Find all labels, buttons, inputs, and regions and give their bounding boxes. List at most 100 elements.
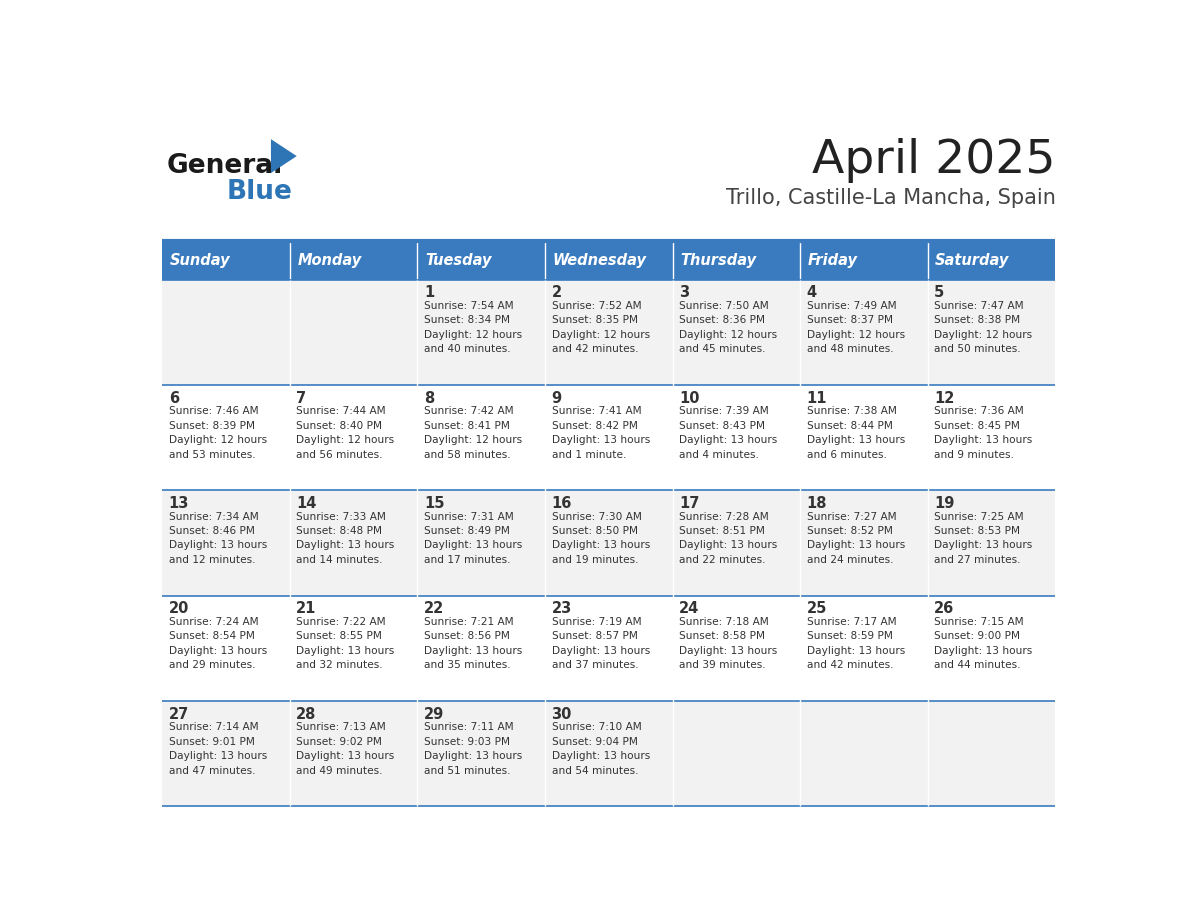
FancyBboxPatch shape xyxy=(290,386,417,490)
FancyBboxPatch shape xyxy=(417,701,545,806)
Text: 26: 26 xyxy=(934,601,954,616)
FancyBboxPatch shape xyxy=(801,701,928,806)
FancyBboxPatch shape xyxy=(545,386,672,490)
Text: 22: 22 xyxy=(424,601,444,616)
Text: Sunrise: 7:27 AM
Sunset: 8:52 PM
Daylight: 13 hours
and 24 minutes.: Sunrise: 7:27 AM Sunset: 8:52 PM Dayligh… xyxy=(807,511,905,565)
Text: Sunrise: 7:31 AM
Sunset: 8:49 PM
Daylight: 13 hours
and 17 minutes.: Sunrise: 7:31 AM Sunset: 8:49 PM Dayligh… xyxy=(424,511,523,565)
Text: Sunrise: 7:50 AM
Sunset: 8:36 PM
Daylight: 12 hours
and 45 minutes.: Sunrise: 7:50 AM Sunset: 8:36 PM Dayligh… xyxy=(680,301,777,354)
Text: Sunday: Sunday xyxy=(170,252,230,268)
FancyBboxPatch shape xyxy=(417,596,545,701)
Text: 10: 10 xyxy=(680,391,700,406)
Text: 28: 28 xyxy=(296,707,317,722)
FancyBboxPatch shape xyxy=(163,596,290,701)
Text: Sunrise: 7:52 AM
Sunset: 8:35 PM
Daylight: 12 hours
and 42 minutes.: Sunrise: 7:52 AM Sunset: 8:35 PM Dayligh… xyxy=(551,301,650,354)
FancyBboxPatch shape xyxy=(163,386,290,490)
Text: 11: 11 xyxy=(807,391,827,406)
Text: Sunrise: 7:33 AM
Sunset: 8:48 PM
Daylight: 13 hours
and 14 minutes.: Sunrise: 7:33 AM Sunset: 8:48 PM Dayligh… xyxy=(296,511,394,565)
Text: Sunrise: 7:41 AM
Sunset: 8:42 PM
Daylight: 13 hours
and 1 minute.: Sunrise: 7:41 AM Sunset: 8:42 PM Dayligh… xyxy=(551,407,650,460)
Text: 29: 29 xyxy=(424,707,444,722)
FancyBboxPatch shape xyxy=(801,596,928,701)
Text: 5: 5 xyxy=(934,285,944,300)
Text: General: General xyxy=(166,152,283,179)
FancyBboxPatch shape xyxy=(290,596,417,701)
FancyBboxPatch shape xyxy=(163,490,290,596)
Text: 27: 27 xyxy=(169,707,189,722)
Text: Sunrise: 7:15 AM
Sunset: 9:00 PM
Daylight: 13 hours
and 44 minutes.: Sunrise: 7:15 AM Sunset: 9:00 PM Dayligh… xyxy=(934,617,1032,670)
Text: Thursday: Thursday xyxy=(680,252,756,268)
Text: Sunrise: 7:42 AM
Sunset: 8:41 PM
Daylight: 12 hours
and 58 minutes.: Sunrise: 7:42 AM Sunset: 8:41 PM Dayligh… xyxy=(424,407,522,460)
Text: 21: 21 xyxy=(296,601,317,616)
FancyBboxPatch shape xyxy=(801,241,928,280)
Text: Wednesday: Wednesday xyxy=(552,252,646,268)
Text: 17: 17 xyxy=(680,496,700,511)
Text: Sunrise: 7:54 AM
Sunset: 8:34 PM
Daylight: 12 hours
and 40 minutes.: Sunrise: 7:54 AM Sunset: 8:34 PM Dayligh… xyxy=(424,301,522,354)
FancyBboxPatch shape xyxy=(417,490,545,596)
FancyBboxPatch shape xyxy=(928,386,1055,490)
FancyBboxPatch shape xyxy=(928,596,1055,701)
FancyBboxPatch shape xyxy=(163,280,290,386)
Text: Sunrise: 7:18 AM
Sunset: 8:58 PM
Daylight: 13 hours
and 39 minutes.: Sunrise: 7:18 AM Sunset: 8:58 PM Dayligh… xyxy=(680,617,777,670)
FancyBboxPatch shape xyxy=(672,280,801,386)
FancyBboxPatch shape xyxy=(290,280,417,386)
Text: Sunrise: 7:44 AM
Sunset: 8:40 PM
Daylight: 12 hours
and 56 minutes.: Sunrise: 7:44 AM Sunset: 8:40 PM Dayligh… xyxy=(296,407,394,460)
Text: Sunrise: 7:39 AM
Sunset: 8:43 PM
Daylight: 13 hours
and 4 minutes.: Sunrise: 7:39 AM Sunset: 8:43 PM Dayligh… xyxy=(680,407,777,460)
Text: 12: 12 xyxy=(934,391,955,406)
Text: Tuesday: Tuesday xyxy=(425,252,492,268)
Text: Monday: Monday xyxy=(297,252,361,268)
Polygon shape xyxy=(271,140,297,174)
Text: Sunrise: 7:24 AM
Sunset: 8:54 PM
Daylight: 13 hours
and 29 minutes.: Sunrise: 7:24 AM Sunset: 8:54 PM Dayligh… xyxy=(169,617,267,670)
FancyBboxPatch shape xyxy=(928,241,1055,280)
Text: 7: 7 xyxy=(296,391,307,406)
Text: 3: 3 xyxy=(680,285,689,300)
Text: Sunrise: 7:13 AM
Sunset: 9:02 PM
Daylight: 13 hours
and 49 minutes.: Sunrise: 7:13 AM Sunset: 9:02 PM Dayligh… xyxy=(296,722,394,776)
FancyBboxPatch shape xyxy=(545,241,672,280)
Text: 25: 25 xyxy=(807,601,827,616)
FancyBboxPatch shape xyxy=(290,490,417,596)
FancyBboxPatch shape xyxy=(801,386,928,490)
Text: 23: 23 xyxy=(551,601,571,616)
Text: Sunrise: 7:47 AM
Sunset: 8:38 PM
Daylight: 12 hours
and 50 minutes.: Sunrise: 7:47 AM Sunset: 8:38 PM Dayligh… xyxy=(934,301,1032,354)
FancyBboxPatch shape xyxy=(545,701,672,806)
Text: Sunrise: 7:46 AM
Sunset: 8:39 PM
Daylight: 12 hours
and 53 minutes.: Sunrise: 7:46 AM Sunset: 8:39 PM Dayligh… xyxy=(169,407,267,460)
FancyBboxPatch shape xyxy=(928,490,1055,596)
Text: 4: 4 xyxy=(807,285,817,300)
Text: 24: 24 xyxy=(680,601,700,616)
Text: Sunrise: 7:19 AM
Sunset: 8:57 PM
Daylight: 13 hours
and 37 minutes.: Sunrise: 7:19 AM Sunset: 8:57 PM Dayligh… xyxy=(551,617,650,670)
Text: Sunrise: 7:17 AM
Sunset: 8:59 PM
Daylight: 13 hours
and 42 minutes.: Sunrise: 7:17 AM Sunset: 8:59 PM Dayligh… xyxy=(807,617,905,670)
Text: 30: 30 xyxy=(551,707,571,722)
FancyBboxPatch shape xyxy=(672,490,801,596)
Text: 18: 18 xyxy=(807,496,827,511)
FancyBboxPatch shape xyxy=(417,386,545,490)
Text: Sunrise: 7:49 AM
Sunset: 8:37 PM
Daylight: 12 hours
and 48 minutes.: Sunrise: 7:49 AM Sunset: 8:37 PM Dayligh… xyxy=(807,301,905,354)
FancyBboxPatch shape xyxy=(417,280,545,386)
Text: 16: 16 xyxy=(551,496,571,511)
Text: 9: 9 xyxy=(551,391,562,406)
Text: 6: 6 xyxy=(169,391,179,406)
Text: Friday: Friday xyxy=(808,252,858,268)
Text: Trillo, Castille-La Mancha, Spain: Trillo, Castille-La Mancha, Spain xyxy=(726,188,1055,207)
Text: 2: 2 xyxy=(551,285,562,300)
FancyBboxPatch shape xyxy=(290,241,417,280)
Text: Sunrise: 7:34 AM
Sunset: 8:46 PM
Daylight: 13 hours
and 12 minutes.: Sunrise: 7:34 AM Sunset: 8:46 PM Dayligh… xyxy=(169,511,267,565)
FancyBboxPatch shape xyxy=(672,596,801,701)
FancyBboxPatch shape xyxy=(928,701,1055,806)
Text: Blue: Blue xyxy=(227,179,292,206)
Text: Sunrise: 7:28 AM
Sunset: 8:51 PM
Daylight: 13 hours
and 22 minutes.: Sunrise: 7:28 AM Sunset: 8:51 PM Dayligh… xyxy=(680,511,777,565)
Text: Sunrise: 7:14 AM
Sunset: 9:01 PM
Daylight: 13 hours
and 47 minutes.: Sunrise: 7:14 AM Sunset: 9:01 PM Dayligh… xyxy=(169,722,267,776)
FancyBboxPatch shape xyxy=(545,280,672,386)
FancyBboxPatch shape xyxy=(801,490,928,596)
Text: Sunrise: 7:30 AM
Sunset: 8:50 PM
Daylight: 13 hours
and 19 minutes.: Sunrise: 7:30 AM Sunset: 8:50 PM Dayligh… xyxy=(551,511,650,565)
FancyBboxPatch shape xyxy=(928,280,1055,386)
Text: Sunrise: 7:11 AM
Sunset: 9:03 PM
Daylight: 13 hours
and 51 minutes.: Sunrise: 7:11 AM Sunset: 9:03 PM Dayligh… xyxy=(424,722,523,776)
FancyBboxPatch shape xyxy=(163,241,290,280)
Text: Sunrise: 7:22 AM
Sunset: 8:55 PM
Daylight: 13 hours
and 32 minutes.: Sunrise: 7:22 AM Sunset: 8:55 PM Dayligh… xyxy=(296,617,394,670)
Text: Sunrise: 7:21 AM
Sunset: 8:56 PM
Daylight: 13 hours
and 35 minutes.: Sunrise: 7:21 AM Sunset: 8:56 PM Dayligh… xyxy=(424,617,523,670)
FancyBboxPatch shape xyxy=(672,241,801,280)
Text: Sunrise: 7:10 AM
Sunset: 9:04 PM
Daylight: 13 hours
and 54 minutes.: Sunrise: 7:10 AM Sunset: 9:04 PM Dayligh… xyxy=(551,722,650,776)
Text: April 2025: April 2025 xyxy=(811,139,1055,184)
Text: 1: 1 xyxy=(424,285,434,300)
FancyBboxPatch shape xyxy=(672,386,801,490)
FancyBboxPatch shape xyxy=(417,241,545,280)
Text: 13: 13 xyxy=(169,496,189,511)
FancyBboxPatch shape xyxy=(290,701,417,806)
